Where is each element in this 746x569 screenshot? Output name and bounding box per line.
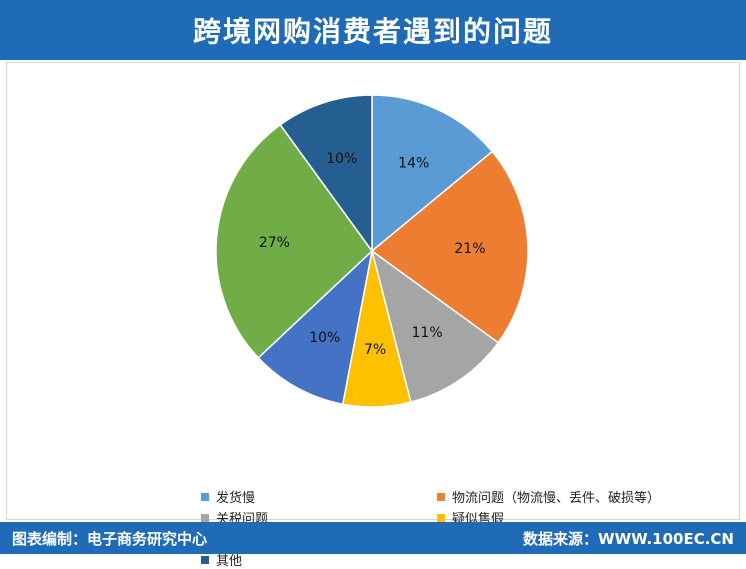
- legend-label: 发货慢: [216, 491, 256, 506]
- slice-label-2: 11%: [412, 325, 443, 341]
- chart-panel: 14% 21% 11% 7% 10% 27% 10% 发货慢 物流问题（物流慢、丢件、破损等）…: [6, 62, 740, 569]
- slice-label-5: 27%: [259, 235, 290, 251]
- legend-label: 物流问题（物流慢、丢件、破损等）: [452, 491, 661, 506]
- footer-bar: 图表编制：电子商务研究中心 数据来源：WWW.100EC.CN: [0, 522, 746, 554]
- slice-label-1: 21%: [454, 241, 485, 257]
- pie-slice-1: [370, 150, 529, 344]
- legend-item-1: 物流问题（物流慢、丢件、破损等）: [437, 487, 660, 506]
- page-title: 跨境网购消费者遇到的问题: [192, 15, 553, 48]
- pie-chart: 14% 21% 11% 7% 10% 27% 10%: [215, 94, 529, 408]
- slice-label-0: 14%: [398, 155, 429, 171]
- legend-swatch: [201, 555, 209, 564]
- slice-label-4: 10%: [309, 330, 340, 346]
- slice-label-3: 7%: [364, 342, 386, 358]
- slice-label-6: 10%: [326, 151, 357, 167]
- pie-slice-0: [371, 94, 494, 253]
- header-bar: 跨境网购消费者遇到的问题: [0, 0, 746, 60]
- legend-swatch: [437, 513, 445, 522]
- legend-item-0: 发货慢: [201, 487, 255, 506]
- footer-source: 数据来源：WWW.100EC.CN: [523, 530, 734, 548]
- footer-credit: 图表编制：电子商务研究中心: [12, 530, 208, 548]
- pie-slice-2: [370, 249, 500, 404]
- legend-swatch: [201, 513, 209, 522]
- pie-slice-5: [215, 123, 373, 359]
- legend-swatch: [437, 492, 445, 501]
- legend-swatch: [201, 492, 209, 501]
- pie-slice-4: [257, 248, 374, 406]
- pie-slice-6: [279, 94, 373, 254]
